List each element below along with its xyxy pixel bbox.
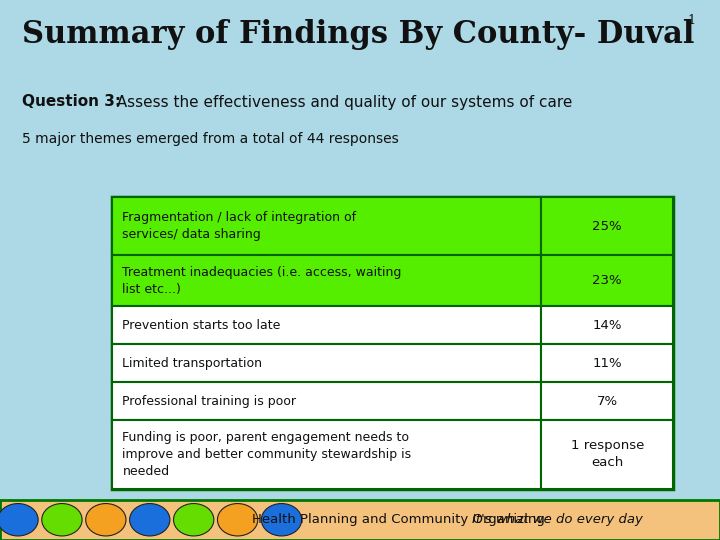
Ellipse shape: [261, 503, 302, 536]
Ellipse shape: [217, 503, 258, 536]
Ellipse shape: [174, 503, 214, 536]
Text: Limited transportation: Limited transportation: [122, 357, 262, 370]
Bar: [541, 306, 673, 344]
Bar: [112, 306, 541, 344]
Text: 7%: 7%: [597, 395, 618, 408]
Bar: [541, 420, 673, 489]
Text: Professional training is poor: Professional training is poor: [122, 395, 297, 408]
Bar: [112, 420, 541, 489]
Text: 23%: 23%: [593, 274, 622, 287]
Bar: [541, 344, 673, 382]
Bar: [0, 500, 720, 540]
Ellipse shape: [86, 503, 126, 536]
Text: Prevention starts too late: Prevention starts too late: [122, 319, 281, 332]
Text: 1: 1: [688, 14, 696, 26]
Ellipse shape: [0, 503, 38, 536]
Text: Funding is poor, parent engagement needs to
improve and better community steward: Funding is poor, parent engagement needs…: [122, 431, 412, 478]
Bar: [541, 382, 673, 420]
Bar: [541, 197, 673, 255]
Bar: [112, 197, 541, 255]
Text: Assess the effectiveness and quality of our systems of care: Assess the effectiveness and quality of …: [107, 94, 572, 110]
Text: Treatment inadequacies (i.e. access, waiting
list etc...): Treatment inadequacies (i.e. access, wai…: [122, 266, 402, 296]
Bar: [112, 382, 541, 420]
Text: 11%: 11%: [593, 357, 622, 370]
Text: 5 major themes emerged from a total of 44 responses: 5 major themes emerged from a total of 4…: [22, 132, 398, 146]
Text: Summary of Findings By County- Duval: Summary of Findings By County- Duval: [22, 19, 694, 50]
Text: Fragmentation / lack of integration of
services/ data sharing: Fragmentation / lack of integration of s…: [122, 211, 356, 241]
Bar: [541, 255, 673, 306]
Bar: [112, 197, 673, 489]
Bar: [112, 344, 541, 382]
Bar: [112, 255, 541, 306]
Text: 14%: 14%: [593, 319, 622, 332]
Ellipse shape: [130, 503, 170, 536]
Text: Health Planning and Community Organizing:: Health Planning and Community Organizing…: [252, 513, 558, 526]
Ellipse shape: [42, 503, 82, 536]
Text: It's what we do every day: It's what we do every day: [472, 513, 642, 526]
Text: 25%: 25%: [593, 220, 622, 233]
Text: 1 response
each: 1 response each: [570, 440, 644, 469]
Text: Question 3:: Question 3:: [22, 94, 121, 110]
